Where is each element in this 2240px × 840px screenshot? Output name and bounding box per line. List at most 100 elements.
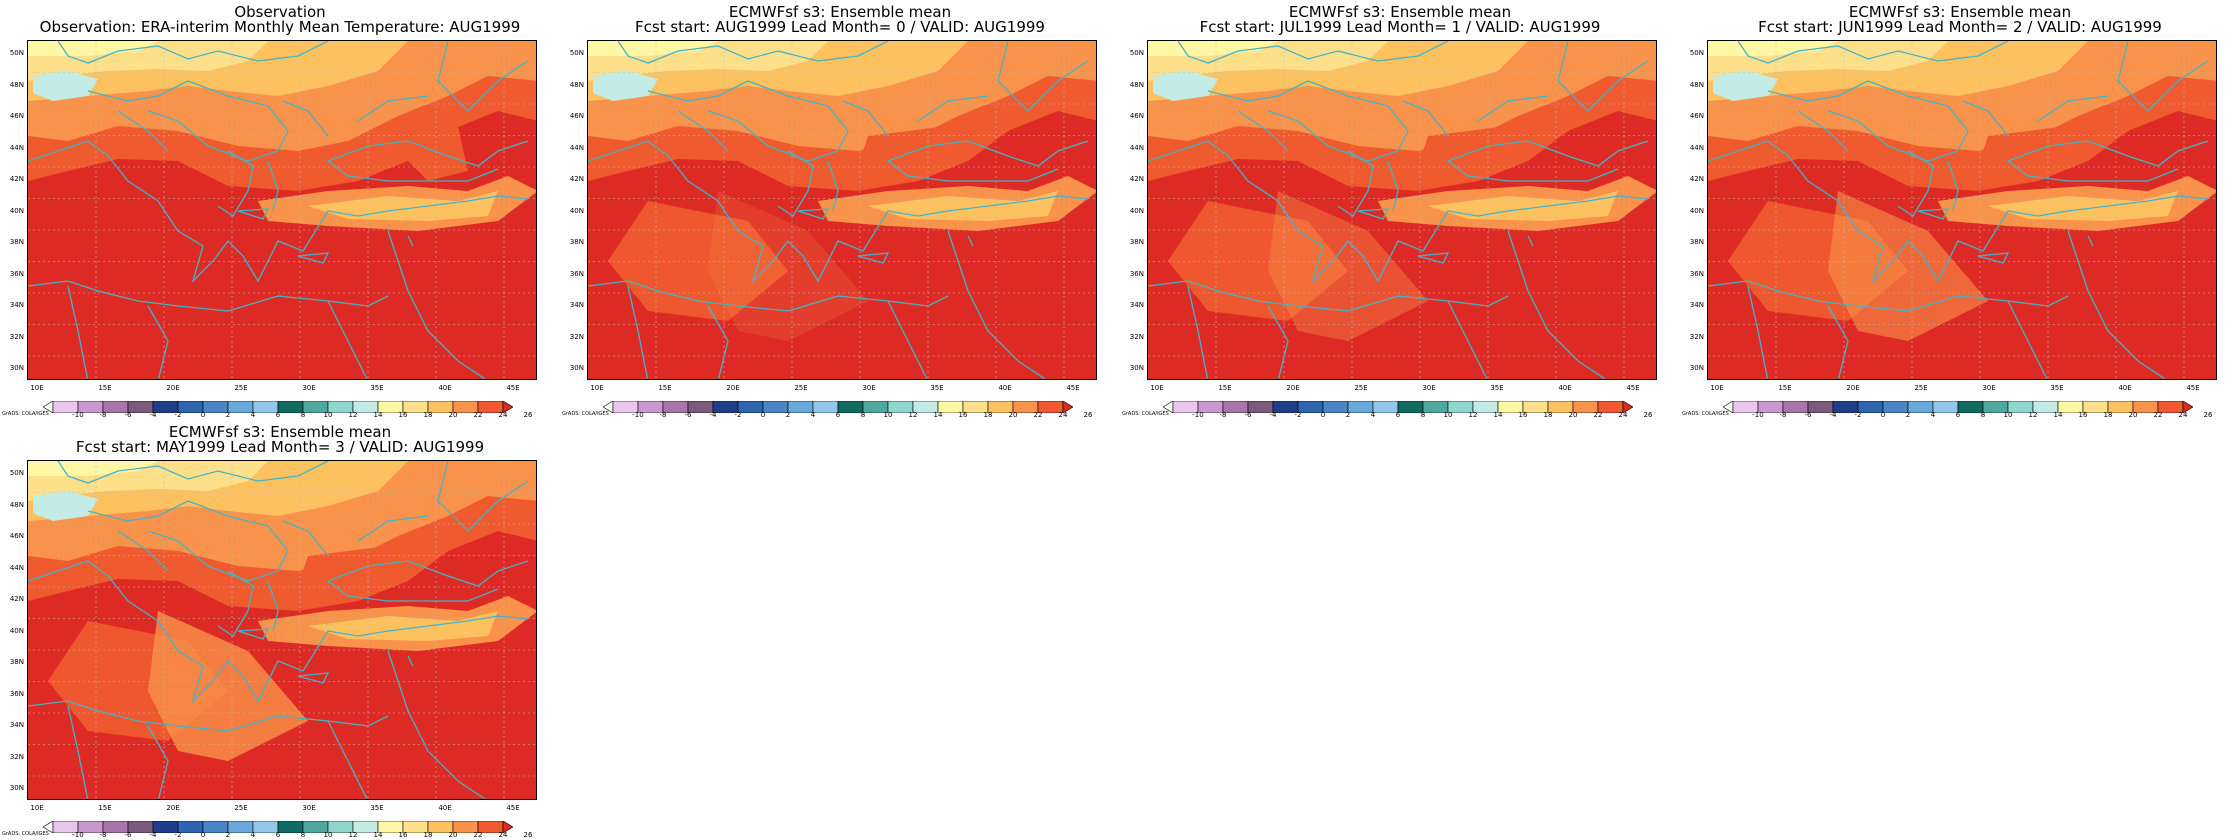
colorbar-tick-label: 4 [1370, 411, 1376, 419]
latitude-tick-label: 30N [1689, 364, 1704, 372]
colorbar-tick-label: -6 [1244, 411, 1252, 419]
colorbar-tick-label: 12 [908, 411, 918, 419]
colorbar-tick-label: -2 [1854, 411, 1862, 419]
longitude-tick-label: 30E [302, 804, 316, 812]
longitude-tick-label: 10E [1710, 384, 1724, 392]
colorbar-tick-label: -6 [1804, 411, 1812, 419]
temperature-map [27, 460, 537, 800]
colorbar-tick-label: 14 [933, 411, 943, 419]
colorbar-tick-label: 12 [1468, 411, 1478, 419]
colorbar-tick-label: 14 [373, 411, 383, 419]
longitude-tick-label: 10E [30, 384, 44, 392]
colorbar-tick-label: 20 [448, 831, 458, 839]
latitude-tick-label: 40N [9, 206, 24, 215]
colorbar-tick-label: 12 [2028, 411, 2038, 419]
colorbar-tick-label: -2 [1294, 411, 1302, 419]
colorbar-tick-label: 14 [2053, 411, 2063, 419]
colorbar-tick-label: 10 [883, 411, 893, 419]
colorbar-tick-label: 8 [300, 411, 306, 419]
latitude-tick-label: 42N [569, 175, 584, 183]
longitude-tick-label: 45E [1626, 384, 1640, 392]
latitude-tick-label: 36N [569, 269, 584, 278]
colorbar-tick-label: 12 [348, 411, 358, 419]
colorbar-tick-label: 20 [1008, 411, 1018, 419]
temperature-map [1147, 40, 1657, 380]
colorbar-tick-label: 2 [1905, 411, 1911, 419]
colorbar-tick-label: 14 [373, 831, 383, 839]
colorbar-tick-label: 10 [2003, 411, 2013, 419]
colorbar-tick-label: 10 [323, 411, 333, 419]
latitude-tick-label: 46N [9, 532, 24, 540]
map-panel: ECMWFsf s3: Ensemble mean Fcst start: JUN… [1680, 0, 2240, 420]
grads-credit: GrADS: COLA/IGES [2, 411, 49, 417]
longitude-tick-label: 10E [590, 384, 604, 392]
latitude-tick-label: 30N [9, 784, 24, 792]
latitude-tick-label: 38N [569, 238, 584, 246]
latitude-tick-label: 32N [1129, 332, 1144, 341]
colorbar-tick-label: -10 [632, 411, 644, 419]
latitude-tick-label: 34N [569, 301, 584, 309]
colorbar-tick-label: -2 [734, 411, 742, 419]
colorbar-tick-label: 16 [2078, 411, 2088, 419]
longitude-tick-label: 35E [1490, 384, 1504, 392]
colorbar-tick-label: 2 [225, 831, 231, 839]
latitude-tick-label: 50N [569, 49, 584, 57]
colorbar-tick-label: -10 [1752, 411, 1764, 419]
colorbar-tick-label: 24 [498, 831, 508, 839]
colorbar-tick-label: -4 [149, 831, 157, 839]
colorbar-tick-label: 26 [1643, 411, 1653, 419]
panel-title: ECMWFsf s3: Ensemble mean [1288, 3, 1512, 21]
colorbar-tick-label: -8 [99, 831, 107, 839]
temperature-map [27, 40, 537, 380]
colorbar-tick-label: 6 [275, 411, 281, 419]
colorbar-tick-label: 0 [1880, 411, 1886, 419]
latitude-tick-label: 42N [1129, 175, 1144, 183]
colorbar-tick-label: 26 [523, 411, 533, 419]
latitude-tick-label: 36N [9, 269, 24, 278]
colorbar [1722, 398, 2194, 414]
colorbar-tick-label: 2 [1345, 411, 1351, 419]
latitude-tick-label: 46N [1689, 112, 1704, 120]
map-panel: ECMWFsf s3: Ensemble mean Fcst start: MAY… [0, 420, 560, 840]
latitude-tick-label: 44N [1129, 143, 1144, 152]
longitude-tick-label: 40E [438, 384, 452, 392]
colorbar-tick-label: -8 [659, 411, 667, 419]
longitude-tick-label: 25E [234, 384, 248, 392]
longitude-tick-label: 40E [998, 384, 1012, 392]
colorbar-tick-label: -4 [1829, 411, 1837, 419]
longitude-tick-label: 35E [2050, 384, 2064, 392]
colorbar-tick-label: -2 [174, 411, 182, 419]
latitude-tick-label: 44N [569, 143, 584, 152]
colorbar-tick-label: 22 [1033, 411, 1043, 419]
latitude-tick-label: 42N [9, 175, 24, 183]
panel-subtitle: Observation: ERA-interim Monthly Mean Te… [39, 18, 521, 36]
longitude-tick-label: 40E [1558, 384, 1572, 392]
panel-subtitle: Fcst start: JUN1999 Lead Month= 2 / VALI… [1758, 18, 2162, 36]
colorbar-tick-label: 16 [398, 831, 408, 839]
longitude-tick-label: 45E [1066, 384, 1080, 392]
colorbar-tick-label: 16 [1518, 411, 1528, 419]
colorbar-tick-label: -6 [124, 411, 132, 419]
colorbar-tick-label: 12 [348, 831, 358, 839]
colorbar-tick-label: 6 [275, 831, 281, 839]
colorbar-tick-label: 0 [200, 411, 206, 419]
longitude-tick-label: 15E [658, 384, 672, 392]
colorbar-tick-label: 4 [250, 831, 256, 839]
colorbar-tick-label: -8 [1219, 411, 1227, 419]
longitude-tick-label: 35E [370, 384, 384, 392]
colorbar-tick-label: 18 [1543, 411, 1553, 419]
colorbar-tick-label: -8 [1779, 411, 1787, 419]
longitude-tick-label: 25E [1354, 384, 1368, 392]
grads-credit: GrADS: COLA/IGES [2, 831, 49, 837]
colorbar-tick-label: 4 [810, 411, 816, 419]
longitude-tick-label: 40E [2118, 384, 2132, 392]
grads-credit: GrADS: COLA/IGES [562, 411, 609, 417]
latitude-tick-label: 42N [9, 595, 24, 603]
colorbar-tick-label: 22 [473, 411, 483, 419]
latitude-tick-label: 48N [569, 80, 584, 89]
colorbar-tick-label: 20 [448, 411, 458, 419]
latitude-tick-label: 50N [1129, 49, 1144, 57]
latitude-tick-label: 46N [1129, 112, 1144, 120]
colorbar-tick-label: -4 [709, 411, 717, 419]
latitude-tick-label: 38N [1689, 238, 1704, 246]
